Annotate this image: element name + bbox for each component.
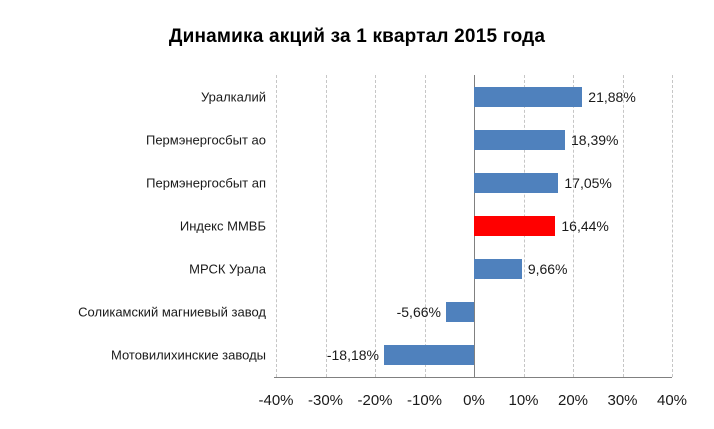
x-tick-label: 40% bbox=[656, 392, 688, 409]
category-label: Индекс ММВБ bbox=[179, 218, 266, 234]
value-label: -18,18% bbox=[326, 347, 379, 364]
category-label: Пермэнергосбыт ап bbox=[146, 175, 266, 191]
x-tick-label: 0% bbox=[463, 392, 485, 409]
value-label: 17,05% bbox=[564, 174, 612, 191]
gridline bbox=[325, 75, 327, 377]
gridline bbox=[424, 75, 426, 377]
x-tick-label: -10% bbox=[406, 392, 443, 409]
x-tick-label: -40% bbox=[258, 392, 294, 409]
value-label: -5,66% bbox=[396, 304, 441, 321]
x-tick-label: 30% bbox=[607, 392, 638, 409]
value-label: 21,88% bbox=[588, 88, 636, 105]
bar bbox=[384, 345, 474, 366]
bar-highlighted bbox=[474, 216, 556, 236]
bar bbox=[445, 302, 474, 323]
x-axis-line bbox=[274, 377, 672, 378]
gridline bbox=[573, 75, 574, 377]
x-tick-label: 20% bbox=[557, 392, 589, 409]
value-label: 18,39% bbox=[571, 131, 619, 148]
bar bbox=[474, 86, 583, 107]
value-label: 9,66% bbox=[527, 261, 568, 278]
bar bbox=[474, 129, 566, 150]
category-label: Соликамский магниевый завод bbox=[78, 304, 266, 320]
value-label: 16,44% bbox=[561, 218, 609, 234]
category-label: Уралкалий bbox=[200, 89, 266, 105]
bar bbox=[474, 172, 559, 193]
gridline bbox=[276, 75, 277, 377]
category-label: Пермэнергосбыт ао bbox=[145, 132, 266, 148]
x-tick-label: -20% bbox=[357, 392, 393, 409]
gridline bbox=[672, 75, 673, 377]
category-label: Мотовилихинские заводы bbox=[110, 347, 266, 363]
gridline bbox=[622, 75, 624, 377]
category-label: МРСК Урала bbox=[189, 261, 266, 277]
chart-title: Динамика акций за 1 квартал 2015 года bbox=[168, 26, 546, 47]
x-tick-label: 10% bbox=[508, 392, 539, 409]
x-tick-label: -30% bbox=[307, 392, 344, 409]
gridline bbox=[375, 75, 376, 377]
bar bbox=[474, 259, 522, 280]
